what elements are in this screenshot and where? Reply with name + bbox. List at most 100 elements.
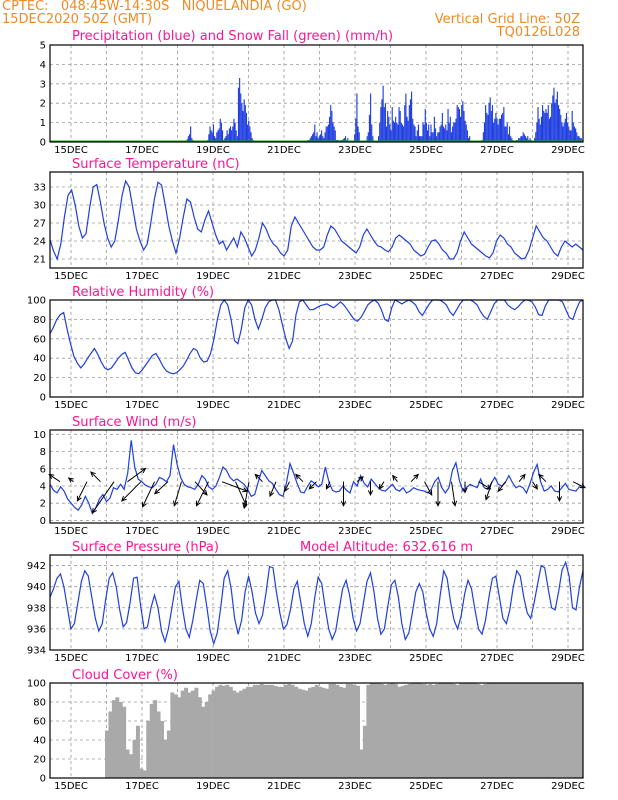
precip-bar — [228, 128, 230, 142]
cloud-bar — [400, 685, 405, 778]
precip-bar — [506, 122, 508, 142]
precip-bar — [187, 136, 189, 142]
precip-bar — [384, 103, 386, 142]
wind-arrow — [340, 481, 347, 507]
precip-bar — [542, 105, 544, 142]
cloud-bar — [462, 683, 467, 778]
wind-arrow — [67, 477, 74, 483]
cloud-bar — [380, 683, 385, 778]
precip-bar — [547, 105, 549, 142]
x-tick-label: 29DEC — [551, 653, 585, 664]
wind-arrow-head — [173, 500, 179, 507]
precip-bar — [212, 124, 214, 142]
precip-bar — [357, 126, 359, 142]
precip-bar — [562, 126, 564, 142]
precip-bar — [445, 124, 447, 142]
wind-arrow-shaft — [532, 481, 538, 490]
x-tick-label: 19DEC — [196, 526, 230, 537]
cloud-bar — [149, 703, 154, 778]
cloud-bar — [204, 702, 209, 778]
precip-bar — [426, 130, 429, 142]
x-tick-label: 27DEC — [480, 400, 514, 411]
precip-bar — [497, 124, 499, 142]
precip-bar — [354, 134, 356, 142]
y-tick-label: 2 — [40, 99, 46, 110]
cloud-bar — [479, 684, 484, 778]
cloud-bar — [177, 697, 182, 778]
cloud-bar — [555, 683, 560, 778]
x-tick-label: 25DEC — [409, 271, 443, 282]
series-line — [49, 560, 584, 646]
y-tick-label: 100 — [27, 679, 46, 690]
precip-bar — [314, 124, 316, 142]
wind-arrow-head — [91, 507, 97, 514]
y-tick-label: 4 — [40, 60, 46, 71]
wind-arrow-shaft — [48, 474, 61, 483]
precip-bar — [448, 122, 450, 142]
y-tick-label: 936 — [27, 624, 46, 635]
wind-arrow-head — [202, 489, 208, 496]
precip-bar — [439, 126, 441, 142]
x-tick-label: 23DEC — [338, 653, 372, 664]
x-tick-label: 17DEC — [125, 526, 159, 537]
wind-arrow — [537, 473, 547, 483]
y-tick-label: 0 — [40, 393, 46, 404]
cloud-bar — [524, 683, 529, 778]
precip-bar — [452, 126, 454, 142]
cloud-bar — [497, 683, 501, 778]
precip-bar — [496, 118, 498, 142]
precip-bar — [552, 95, 554, 142]
cloud-bar — [287, 683, 292, 778]
cloud-bar — [146, 721, 151, 778]
panel-6: 0 20 40 60 80 100 15DEC 17DEC 19DEC 21DEC 23DEC 25D… — [27, 668, 585, 792]
x-tick-label: 21DEC — [267, 653, 301, 664]
cloud-bar — [132, 740, 137, 778]
wind-arrow-shaft — [76, 481, 88, 502]
cloud-bar — [307, 687, 312, 778]
precip-bar — [527, 136, 529, 142]
wind-arrow-head — [140, 467, 147, 474]
x-tick-label: 29DEC — [551, 145, 585, 156]
cloud-bar — [558, 683, 563, 778]
cloud-bar — [352, 684, 357, 778]
cloud-bar — [201, 706, 206, 778]
wind-arrow — [195, 481, 209, 507]
cloud-bar — [256, 684, 261, 778]
precip-bar — [576, 132, 578, 142]
wind-arrow-shaft — [173, 481, 182, 506]
cloud-bar — [411, 683, 416, 778]
panel-2: 21 24 27 30 33 15DEC 17DEC 19DEC 21DEC 23DEC 25DEC… — [33, 157, 585, 282]
x-tick-label: 15DEC — [54, 145, 88, 156]
y-tick-label: 20 — [33, 373, 46, 384]
precip-bar — [247, 124, 249, 142]
wind-arrow-head — [254, 473, 261, 480]
panel-title: Surface Pressure (hPa) — [72, 540, 219, 555]
precip-bar — [385, 126, 388, 142]
wind-arrow-head — [90, 471, 96, 477]
wind-arrow-head — [120, 495, 127, 502]
precip-bar — [421, 136, 423, 142]
precip-bar — [227, 134, 229, 142]
y-tick-label: 60 — [33, 334, 46, 345]
precip-bar — [224, 138, 226, 142]
y-tick-label: 3 — [40, 79, 46, 90]
precip-bar — [316, 132, 318, 142]
cloud-bar — [283, 684, 288, 778]
wind-arrow — [356, 476, 364, 483]
precip-bar — [565, 112, 568, 142]
precip-bar — [504, 126, 506, 142]
x-tick-label: 19DEC — [196, 271, 230, 282]
precip-bar — [419, 136, 421, 142]
wind-arrow-shaft — [142, 481, 155, 508]
wind-arrow-shaft — [392, 475, 398, 482]
precip-bar — [467, 138, 470, 142]
cloud-bar — [290, 684, 295, 778]
precip-bar — [322, 136, 324, 142]
precip-bar — [383, 107, 385, 142]
panel-4: 0 2 4 6 8 10 15DEC 17DEC 19DEC 21DEC 23DEC 25DEC 27D… — [33, 415, 587, 537]
wind-arrow — [478, 481, 492, 490]
precip-bar — [216, 132, 218, 142]
wind-arrow-shaft — [451, 481, 456, 506]
precip-bar — [524, 136, 527, 142]
plot-frame — [49, 429, 584, 524]
